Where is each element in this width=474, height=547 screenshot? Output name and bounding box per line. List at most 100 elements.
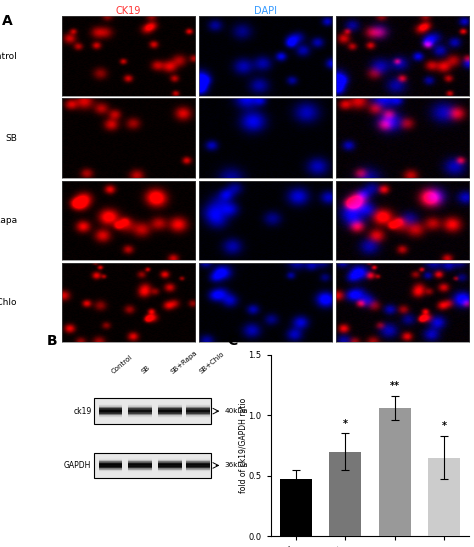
Bar bbox=[99, 405, 122, 407]
Bar bbox=[158, 404, 182, 406]
Bar bbox=[158, 464, 182, 467]
Bar bbox=[128, 459, 152, 461]
Bar bbox=[186, 459, 210, 461]
Bar bbox=[99, 404, 122, 406]
Bar bbox=[99, 461, 122, 463]
Bar bbox=[186, 462, 210, 464]
Bar bbox=[99, 415, 122, 417]
Bar bbox=[158, 475, 182, 478]
Bar bbox=[128, 417, 152, 420]
Bar bbox=[158, 471, 182, 473]
Bar bbox=[99, 414, 122, 416]
Bar bbox=[158, 408, 182, 410]
Bar bbox=[329, 452, 361, 536]
Bar bbox=[99, 417, 122, 420]
Bar bbox=[99, 400, 122, 402]
Bar bbox=[186, 473, 210, 475]
Bar bbox=[158, 401, 182, 403]
Bar bbox=[128, 472, 152, 474]
Bar bbox=[99, 468, 122, 470]
Bar bbox=[99, 469, 122, 471]
Text: GAPDH: GAPDH bbox=[64, 461, 91, 470]
Bar bbox=[186, 475, 210, 477]
Bar bbox=[99, 454, 122, 456]
Bar bbox=[158, 399, 182, 401]
Bar bbox=[99, 475, 122, 477]
Bar bbox=[99, 471, 122, 473]
Bar bbox=[186, 463, 210, 465]
Bar bbox=[128, 464, 152, 466]
Bar bbox=[99, 421, 122, 423]
Bar bbox=[158, 417, 182, 420]
Bar bbox=[186, 401, 210, 403]
Bar bbox=[158, 468, 182, 470]
Bar bbox=[128, 407, 152, 409]
Bar bbox=[94, 398, 211, 424]
Bar bbox=[158, 411, 182, 413]
Bar bbox=[186, 409, 210, 410]
Bar bbox=[186, 468, 210, 470]
Bar bbox=[186, 415, 210, 417]
Bar bbox=[186, 405, 210, 408]
Bar bbox=[186, 452, 210, 455]
Bar bbox=[128, 400, 152, 402]
Bar bbox=[186, 406, 210, 408]
Bar bbox=[99, 399, 122, 401]
Text: A: A bbox=[2, 14, 13, 28]
Bar bbox=[186, 457, 210, 459]
Bar bbox=[99, 418, 122, 420]
Bar bbox=[99, 403, 122, 405]
Bar bbox=[158, 404, 182, 406]
Title: DAPI: DAPI bbox=[254, 5, 277, 16]
Bar bbox=[128, 457, 152, 459]
Bar bbox=[99, 401, 122, 404]
Bar bbox=[99, 464, 122, 466]
Bar bbox=[158, 469, 182, 471]
Bar bbox=[158, 475, 182, 477]
Bar bbox=[186, 408, 210, 410]
Bar bbox=[99, 410, 122, 412]
Text: **: ** bbox=[390, 381, 400, 391]
Bar bbox=[186, 472, 210, 474]
Bar bbox=[158, 460, 182, 462]
Bar bbox=[128, 455, 152, 457]
Bar bbox=[128, 460, 152, 462]
Bar bbox=[128, 456, 152, 458]
Bar bbox=[158, 465, 182, 467]
Bar bbox=[158, 466, 182, 468]
Bar bbox=[186, 464, 210, 466]
Bar bbox=[186, 410, 210, 412]
Bar bbox=[99, 416, 122, 418]
Y-axis label: SB+Chlo: SB+Chlo bbox=[0, 298, 17, 307]
Bar bbox=[99, 410, 122, 412]
Bar bbox=[128, 409, 152, 410]
Bar bbox=[186, 455, 210, 457]
Bar bbox=[128, 418, 152, 421]
Bar bbox=[128, 405, 152, 407]
Bar bbox=[186, 400, 210, 402]
Bar bbox=[128, 420, 152, 422]
Bar bbox=[128, 412, 152, 414]
Bar bbox=[99, 469, 122, 472]
Bar bbox=[99, 409, 122, 411]
Bar bbox=[186, 464, 210, 467]
Text: 36kDa: 36kDa bbox=[224, 462, 247, 468]
Bar bbox=[186, 476, 210, 478]
Bar bbox=[99, 411, 122, 413]
Bar bbox=[99, 413, 122, 415]
Bar bbox=[99, 465, 122, 468]
Bar bbox=[158, 405, 182, 407]
Bar bbox=[99, 458, 122, 461]
Bar bbox=[99, 398, 122, 400]
Bar bbox=[99, 468, 122, 470]
Bar bbox=[158, 469, 182, 472]
Bar bbox=[128, 468, 152, 470]
Bar bbox=[99, 400, 122, 403]
Bar bbox=[128, 463, 152, 465]
Bar bbox=[186, 474, 210, 476]
Bar bbox=[158, 415, 182, 417]
Bar bbox=[186, 474, 210, 476]
Bar bbox=[186, 400, 210, 403]
Bar bbox=[158, 403, 182, 405]
Bar bbox=[158, 421, 182, 423]
